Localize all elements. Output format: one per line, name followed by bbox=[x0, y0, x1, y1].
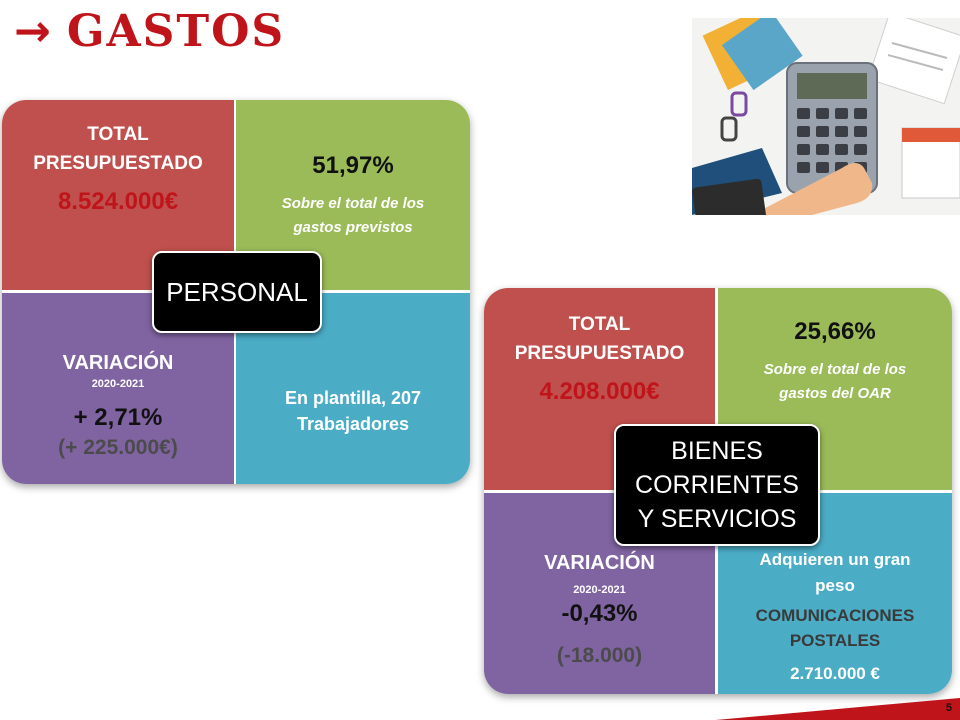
personal-variacion-years: 2020-2021 bbox=[91, 378, 145, 390]
bienes-label: BIENES CORRIENTES Y SERVICIOS bbox=[614, 424, 820, 546]
bienes-label-line-2: CORRIENTES bbox=[635, 471, 799, 499]
calculator-image bbox=[692, 18, 960, 215]
bienes-pct-desc-2: gastos del OAR bbox=[779, 385, 891, 402]
bienes-panel: TOTAL PRESUPUESTADO 4.208.000€ 25,66% So… bbox=[484, 288, 952, 694]
bienes-com-2: POSTALES bbox=[789, 631, 881, 650]
footer-red-accent bbox=[715, 698, 960, 720]
personal-label-text: PERSONAL bbox=[166, 277, 308, 307]
bienes-peso-2: peso bbox=[815, 576, 855, 595]
arrow-right-icon: → bbox=[14, 6, 53, 57]
bienes-pct-quadrant: 25,66% Sobre el total de los gastos del … bbox=[718, 288, 952, 490]
title-text: GASTOS bbox=[66, 6, 286, 57]
bienes-variacion-pct: -0,43% bbox=[561, 600, 638, 627]
personal-plantilla-2: Trabajadores bbox=[296, 414, 410, 434]
bienes-total-label-1: TOTAL bbox=[568, 314, 631, 335]
personal-panel: TOTAL PRESUPUESTADO 8.524.000€ 51,97% So… bbox=[2, 100, 470, 484]
personal-pct-value: 51,97% bbox=[312, 152, 394, 179]
bienes-total-label-2: PRESUPUESTADO bbox=[514, 343, 685, 364]
personal-pct-desc-2: gastos previstos bbox=[293, 219, 413, 236]
bienes-pct-desc-1: Sobre el total de los bbox=[763, 361, 907, 378]
personal-label: PERSONAL bbox=[152, 251, 322, 333]
personal-total-label-2: PRESUPUESTADO bbox=[33, 153, 203, 174]
personal-plantilla-1: En plantilla, 207 bbox=[284, 388, 422, 408]
bienes-total-value: 4.208.000€ bbox=[539, 378, 660, 405]
bienes-variacion-label: VARIACIÓN bbox=[544, 552, 655, 574]
bienes-peso-1: Adquieren un gran bbox=[759, 550, 911, 569]
personal-variacion-pct: + 2,71% bbox=[73, 404, 163, 431]
personal-variacion-amount: (+ 225.000€) bbox=[58, 436, 178, 459]
personal-total-label-1: TOTAL bbox=[87, 124, 149, 145]
personal-total-value: 8.524.000€ bbox=[57, 188, 179, 215]
bienes-pct-value: 25,66% bbox=[794, 318, 876, 345]
page-number: 5 bbox=[945, 702, 952, 714]
bienes-variacion-years: 2020-2021 bbox=[573, 584, 626, 596]
bienes-com-value: 2.710.000 € bbox=[790, 664, 880, 683]
bienes-variacion-amount: (-18.000) bbox=[556, 644, 643, 667]
bienes-label-line-1: BIENES bbox=[671, 437, 763, 465]
calculator-illustration bbox=[692, 18, 960, 215]
bienes-com-1: COMUNICACIONES bbox=[755, 606, 915, 625]
personal-variacion-label: VARIACIÓN bbox=[62, 352, 174, 374]
bienes-label-line-3: Y SERVICIOS bbox=[637, 505, 797, 533]
personal-pct-desc-1: Sobre el total de los bbox=[281, 195, 425, 212]
page-title: → GASTOS bbox=[14, 6, 285, 57]
